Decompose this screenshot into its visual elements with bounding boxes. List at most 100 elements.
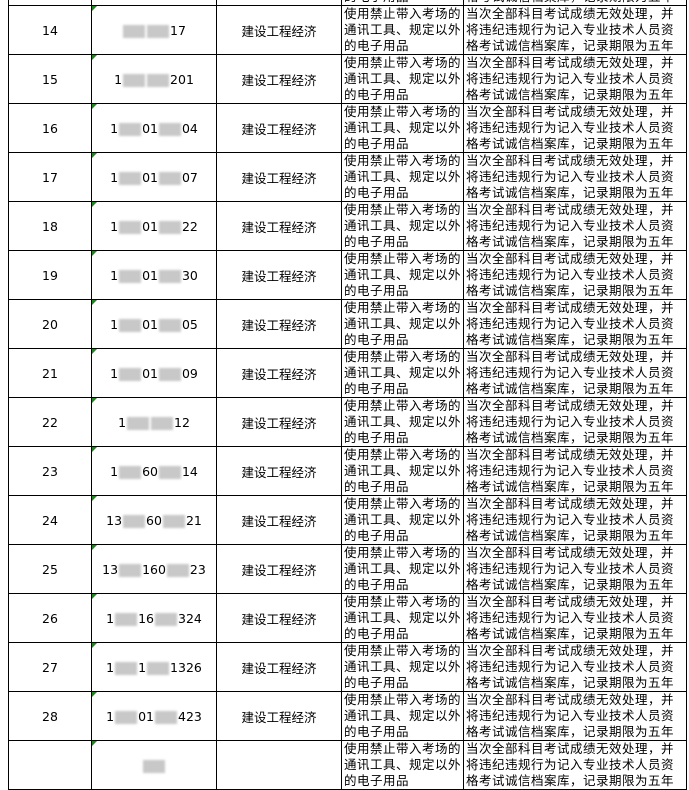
row-number[interactable]: 28	[8, 691, 92, 741]
exam-subject[interactable]: 建设工程经济	[216, 397, 342, 447]
comment-indicator-icon	[92, 496, 97, 501]
candidate-id[interactable]: 1 01 30	[91, 250, 217, 300]
penalty-cell[interactable]: 当次全部科目考试成绩无效处理，并将违纪违规行为记入专业技术人员资格考试诚信档案库…	[463, 103, 687, 153]
penalty-cell[interactable]: 当次全部科目考试成绩无效处理，并将违纪违规行为记入专业技术人员资格考试诚信档案库…	[463, 642, 687, 692]
penalty-cell[interactable]: 当次全部科目考试成绩无效处理，并将违纪违规行为记入专业技术人员资格考试诚信档案库…	[463, 299, 687, 349]
id-fragment: 13	[102, 561, 119, 577]
table-row: 27 1 1 1326 建设工程经济 使用禁止带入考场的通讯工具、规定以外的电子用品 当次全…	[8, 642, 687, 692]
penalty-cell[interactable]: 当次全部科目考试成绩无效处理，并将违纪违规行为记入专业技术人员资格考试诚信档案库…	[463, 397, 687, 447]
violation-cell[interactable]: 使用禁止带入考场的通讯工具、规定以外的电子用品	[341, 201, 464, 251]
candidate-id[interactable]: 1 16 324	[91, 593, 217, 643]
violation-cell[interactable]: 使用禁止带入考场的通讯工具、规定以外的电子用品	[341, 5, 464, 55]
comment-indicator-icon	[92, 398, 97, 403]
row-number[interactable]: 15	[8, 54, 92, 104]
penalty-cell[interactable]: 当次全部科目考试成绩无效处理，并将违纪违规行为记入专业技术人员资格考试诚信档案库…	[463, 446, 687, 496]
candidate-id[interactable]: 1 1 1326	[91, 642, 217, 692]
violation-cell[interactable]: 使用禁止带入考场的通讯工具、规定以外的电子用品	[341, 740, 464, 790]
candidate-id[interactable]: 1 12	[91, 397, 217, 447]
redacted-block	[119, 563, 142, 577]
row-number[interactable]: 23	[8, 446, 92, 496]
violation-cell[interactable]: 使用禁止带入考场的通讯工具、规定以外的电子用品	[341, 299, 464, 349]
candidate-id[interactable]: 1 01 07	[91, 152, 217, 202]
exam-subject[interactable]	[216, 740, 342, 790]
candidate-id[interactable]: 1 01 22	[91, 201, 217, 251]
violation-cell[interactable]: 使用禁止带入考场的通讯工具、规定以外的电子用品	[341, 642, 464, 692]
row-number[interactable]: 14	[8, 5, 92, 55]
row-number[interactable]: 18	[8, 201, 92, 251]
penalty-cell[interactable]: 当次全部科目考试成绩无效处理，并将违纪违规行为记入专业技术人员资格考试诚信档案库…	[463, 348, 687, 398]
penalty-cell[interactable]: 当次全部科目考试成绩无效处理，并将违纪违规行为记入专业技术人员资格考试诚信档案库…	[463, 54, 687, 104]
candidate-id[interactable]: 1 01 09	[91, 348, 217, 398]
id-fragment: 07	[181, 169, 198, 185]
penalty-text: 当次全部科目考试成绩无效处理，并将违纪违规行为记入专业技术人员资格考试诚信档案库…	[466, 398, 675, 446]
candidate-id[interactable]	[91, 740, 217, 790]
penalty-cell[interactable]: 当次全部科目考试成绩无效处理，并将违纪违规行为记入专业技术人员资格考试诚信档案库…	[463, 691, 687, 741]
violation-cell[interactable]: 使用禁止带入考场的通讯工具、规定以外的电子用品	[341, 348, 464, 398]
exam-subject[interactable]: 建设工程经济	[216, 593, 342, 643]
candidate-id[interactable]: 1 01 04	[91, 103, 217, 153]
violation-cell[interactable]: 使用禁止带入考场的通讯工具、规定以外的电子用品	[341, 54, 464, 104]
exam-subject[interactable]: 建设工程经济	[216, 103, 342, 153]
exam-subject[interactable]: 建设工程经济	[216, 250, 342, 300]
row-number[interactable]: 27	[8, 642, 92, 692]
penalty-cell[interactable]: 当次全部科目考试成绩无效处理，并将违纪违规行为记入专业技术人员资格考试诚信档案库…	[463, 5, 687, 55]
row-number[interactable]: 16	[8, 103, 92, 153]
penalty-cell[interactable]: 当次全部科目考试成绩无效处理，并将违纪违规行为记入专业技术人员资格考试诚信档案库…	[463, 544, 687, 594]
violation-cell[interactable]: 使用禁止带入考场的通讯工具、规定以外的电子用品	[341, 397, 464, 447]
redacted-block	[123, 24, 146, 38]
candidate-id[interactable]: 1 01 423	[91, 691, 217, 741]
redacted-block	[158, 465, 181, 479]
violation-cell[interactable]: 使用禁止带入考场的通讯工具、规定以外的电子用品	[341, 544, 464, 594]
violation-cell[interactable]: 使用禁止带入考场的通讯工具、规定以外的电子用品	[341, 250, 464, 300]
exam-subject[interactable]: 建设工程经济	[216, 54, 342, 104]
penalty-cell[interactable]: 当次全部科目考试成绩无效处理，并将违纪违规行为记入专业技术人员资格考试诚信档案库…	[463, 740, 687, 790]
row-number[interactable]: 22	[8, 397, 92, 447]
violation-cell[interactable]: 使用禁止带入考场的通讯工具、规定以外的电子用品	[341, 495, 464, 545]
comment-indicator-icon	[92, 153, 97, 158]
penalty-cell[interactable]: 当次全部科目考试成绩无效处理，并将违纪违规行为记入专业技术人员资格考试诚信档案库…	[463, 495, 687, 545]
id-fragment: 05	[181, 316, 198, 332]
exam-subject[interactable]: 建设工程经济	[216, 348, 342, 398]
row-number[interactable]: 24	[8, 495, 92, 545]
id-fragment: 60	[146, 512, 162, 528]
id-fragment: 1	[110, 218, 119, 234]
candidate-id[interactable]: 13 160 23	[91, 544, 217, 594]
exam-subject[interactable]: 建设工程经济	[216, 446, 342, 496]
exam-subject[interactable]: 建设工程经济	[216, 495, 342, 545]
candidate-id[interactable]: 1 60 14	[91, 446, 217, 496]
violation-cell[interactable]: 使用禁止带入考场的通讯工具、规定以外的电子用品	[341, 152, 464, 202]
violation-cell[interactable]: 使用禁止带入考场的通讯工具、规定以外的电子用品	[341, 691, 464, 741]
exam-subject[interactable]: 建设工程经济	[216, 642, 342, 692]
violation-text: 使用禁止带入考场的通讯工具、规定以外的电子用品	[344, 251, 462, 299]
exam-subject[interactable]: 建设工程经济	[216, 152, 342, 202]
row-number[interactable]: 20	[8, 299, 92, 349]
penalty-cell[interactable]: 当次全部科目考试成绩无效处理，并将违纪违规行为记入专业技术人员资格考试诚信档案库…	[463, 250, 687, 300]
row-number[interactable]: 25	[8, 544, 92, 594]
row-number[interactable]	[8, 740, 92, 790]
exam-subject[interactable]: 建设工程经济	[216, 201, 342, 251]
violation-cell[interactable]: 使用禁止带入考场的通讯工具、规定以外的电子用品	[341, 446, 464, 496]
row-number[interactable]: 26	[8, 593, 92, 643]
violation-cell[interactable]: 使用禁止带入考场的通讯工具、规定以外的电子用品	[341, 593, 464, 643]
violation-cell[interactable]: 使用禁止带入考场的通讯工具、规定以外的电子用品	[341, 103, 464, 153]
exam-subject[interactable]: 建设工程经济	[216, 544, 342, 594]
id-fragment: 21	[185, 512, 202, 528]
candidate-id[interactable]: 1 201	[91, 54, 217, 104]
candidate-id[interactable]: 17	[91, 5, 217, 55]
candidate-id[interactable]: 13 60 21	[91, 495, 217, 545]
exam-subject[interactable]: 建设工程经济	[216, 299, 342, 349]
row-number[interactable]: 17	[8, 152, 92, 202]
table-row: 17 1 01 07 建设工程经济 使用禁止带入考场的通讯工具、规定以外的电子用品 当次全部…	[8, 152, 687, 202]
candidate-id[interactable]: 1 01 05	[91, 299, 217, 349]
redacted-block	[158, 220, 181, 234]
violation-text: 使用禁止带入考场的通讯工具、规定以外的电子用品	[344, 300, 462, 348]
penalty-text: 当次全部科目考试成绩无效处理，并将违纪违规行为记入专业技术人员资格考试诚信档案库…	[466, 153, 675, 201]
penalty-cell[interactable]: 当次全部科目考试成绩无效处理，并将违纪违规行为记入专业技术人员资格考试诚信档案库…	[463, 152, 687, 202]
row-number[interactable]: 19	[8, 250, 92, 300]
penalty-cell[interactable]: 当次全部科目考试成绩无效处理，并将违纪违规行为记入专业技术人员资格考试诚信档案库…	[463, 593, 687, 643]
exam-subject[interactable]: 建设工程经济	[216, 5, 342, 55]
row-number[interactable]: 21	[8, 348, 92, 398]
id-fragment: 1	[106, 659, 115, 675]
exam-subject[interactable]: 建设工程经济	[216, 691, 342, 741]
penalty-cell[interactable]: 当次全部科目考试成绩无效处理，并将违纪违规行为记入专业技术人员资格考试诚信档案库…	[463, 201, 687, 251]
